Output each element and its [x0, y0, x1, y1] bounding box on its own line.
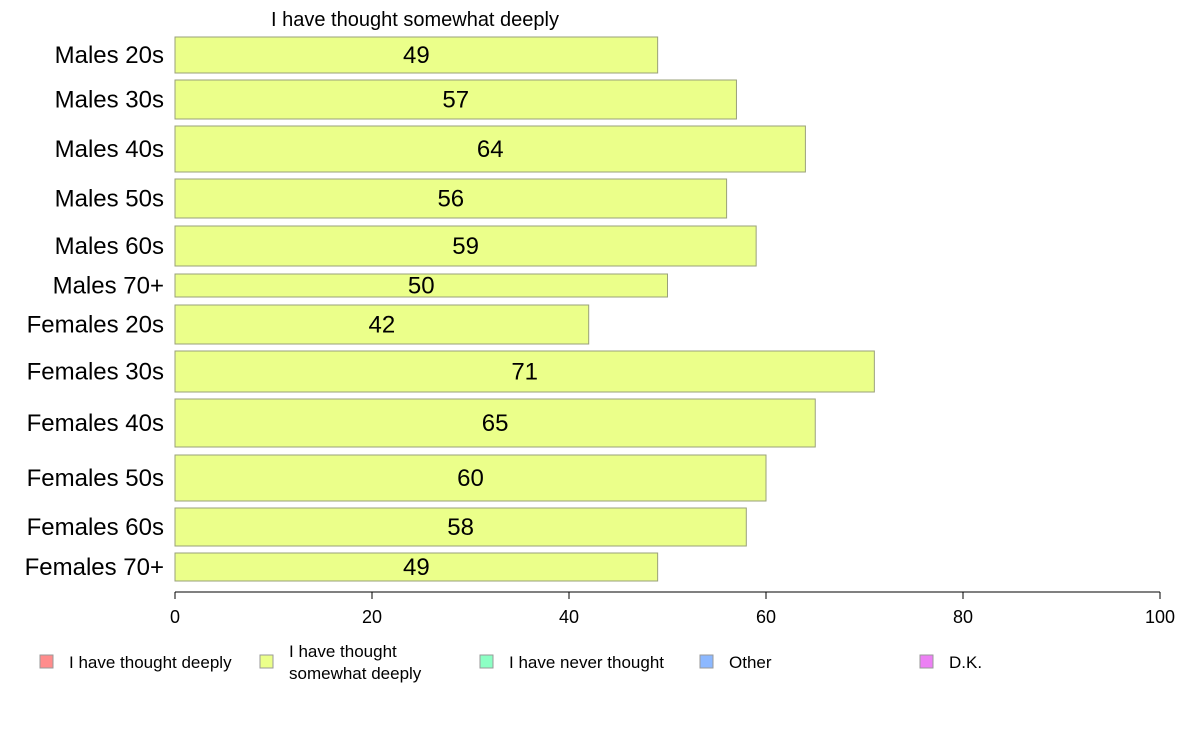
legend-swatch-other	[699, 654, 714, 669]
bar-females-70plus	[174, 552, 659, 582]
legend-label-i-have-thought-somewhat-deeply: I have thought somewhat deeply	[289, 642, 422, 683]
category-label-males-30s: Males 30s	[55, 87, 164, 114]
bar-males-30s	[174, 79, 737, 120]
x-tick-label-100: 100	[1145, 607, 1175, 627]
value-label-males-20s: 49	[403, 42, 430, 69]
bar-males-70plus	[174, 273, 668, 298]
value-label-females-40s: 65	[482, 410, 509, 437]
legend-label-i-have-never-thought: I have never thought	[509, 653, 664, 672]
value-label-females-50s: 60	[457, 465, 484, 492]
category-label-females-70plus: Females 70+	[25, 554, 164, 581]
x-axis: 0 20 40 60 80 100	[170, 591, 1175, 627]
legend-swatch-i-have-thought-somewhat-deeply	[259, 654, 274, 669]
bar-males-60s	[174, 225, 757, 267]
x-tick-label-80: 80	[953, 607, 973, 627]
bars-group: Males 20s 49 Males 30s 57 Males 40s 64 Males 5…	[25, 36, 875, 582]
x-tick-label-60: 60	[756, 607, 776, 627]
category-label-males-60s: Males 60s	[55, 233, 164, 260]
value-label-males-70plus: 50	[408, 273, 435, 300]
value-label-males-30s: 57	[442, 87, 469, 114]
legend-label-other: Other	[729, 653, 772, 672]
legend-label-d-k: D.K.	[949, 653, 982, 672]
legend-swatch-i-have-thought-deeply	[39, 654, 54, 669]
bar-females-30s	[174, 350, 875, 393]
category-label-females-40s: Females 40s	[27, 410, 164, 437]
category-label-females-30s: Females 30s	[27, 359, 164, 386]
bar-males-20s	[174, 36, 659, 74]
value-label-females-70plus: 49	[403, 554, 430, 581]
chart-title: I have thought somewhat deeply	[271, 9, 559, 31]
value-label-females-20s: 42	[368, 312, 395, 339]
bar-females-20s	[174, 304, 590, 345]
value-label-males-50s: 56	[437, 186, 464, 213]
value-label-females-30s: 71	[511, 359, 538, 386]
bar-females-40s	[174, 398, 816, 448]
x-tick-label-20: 20	[362, 607, 382, 627]
category-label-females-60s: Females 60s	[27, 514, 164, 541]
category-label-males-20s: Males 20s	[55, 42, 164, 69]
value-label-males-60s: 59	[452, 233, 479, 260]
category-label-males-70plus: Males 70+	[53, 273, 164, 300]
value-label-males-40s: 64	[477, 136, 504, 163]
legend: I have thought deeply I have thought somew…	[39, 642, 982, 683]
bar-males-40s	[174, 125, 806, 173]
bar-females-60s	[174, 507, 747, 547]
legend-label-i-have-thought-deeply: I have thought deeply	[69, 653, 232, 672]
category-label-males-50s: Males 50s	[55, 186, 164, 213]
legend-swatch-i-have-never-thought	[479, 654, 494, 669]
category-label-males-40s: Males 40s	[55, 136, 164, 163]
x-tick-label-40: 40	[559, 607, 579, 627]
category-label-females-20s: Females 20s	[27, 312, 164, 339]
category-label-females-50s: Females 50s	[27, 465, 164, 492]
bar-females-50s	[174, 454, 767, 502]
value-label-females-60s: 58	[447, 514, 474, 541]
bar-males-50s	[174, 178, 728, 219]
x-tick-label-0: 0	[170, 607, 180, 627]
legend-swatch-d-k	[919, 654, 934, 669]
